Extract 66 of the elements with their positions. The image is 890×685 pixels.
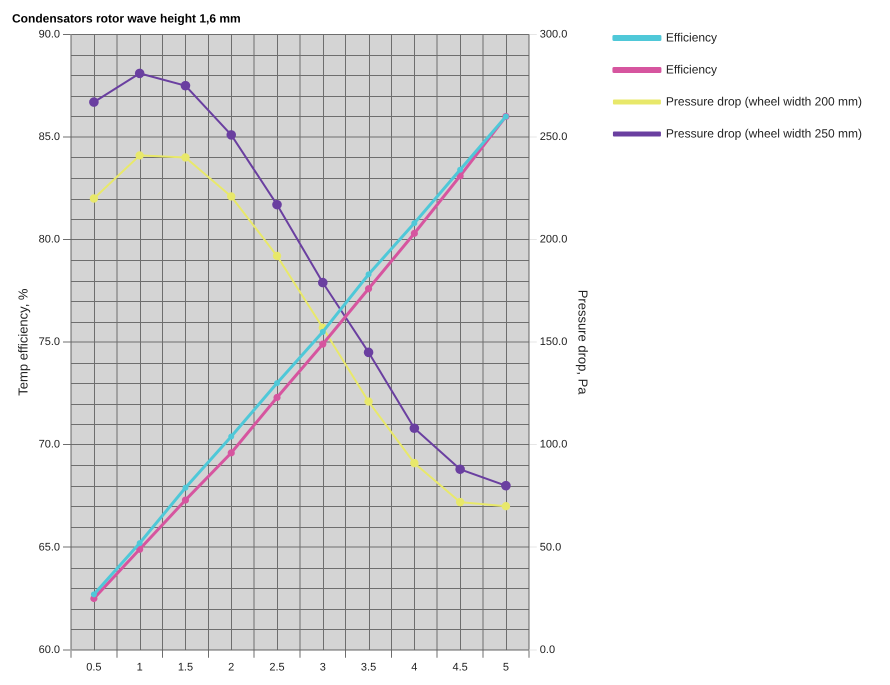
y-tick-label: 65.0 xyxy=(38,541,60,554)
point xyxy=(410,230,418,237)
point xyxy=(457,166,464,173)
x-tick-label: 3.5 xyxy=(360,661,376,674)
point xyxy=(228,449,235,456)
point xyxy=(455,464,465,474)
point xyxy=(273,394,281,402)
point xyxy=(320,328,326,335)
y-tick-label: 85.0 xyxy=(38,131,60,143)
point xyxy=(318,278,328,288)
y2-tick-label: 100.0 xyxy=(540,438,568,451)
chart-title: Condensators rotor wave height 1,6 mm xyxy=(12,12,241,26)
point xyxy=(228,433,234,440)
y-tick-label: 60.0 xyxy=(38,644,60,656)
legend-label: Efficiency xyxy=(666,30,718,44)
point xyxy=(501,480,511,490)
y2-tick-label: 250.0 xyxy=(540,131,568,143)
point xyxy=(274,380,280,386)
point xyxy=(89,97,99,107)
y-tick-label: 80.0 xyxy=(38,234,60,246)
y2-tick-label: 150.0 xyxy=(540,336,568,348)
legend-label: Efficiency xyxy=(666,62,718,76)
legend-label: Pressure drop (wheel width 200 mm) xyxy=(666,94,862,108)
x-tick-label: 3 xyxy=(320,661,326,674)
point xyxy=(364,397,373,406)
point xyxy=(319,340,326,348)
y2-tick-label: 300.0 xyxy=(540,28,568,40)
point xyxy=(182,496,190,504)
x-tick-label: 1 xyxy=(136,661,143,674)
y2-axis-title: Pressure drop, Pa xyxy=(576,290,591,396)
point xyxy=(182,484,188,491)
point xyxy=(136,546,144,553)
point xyxy=(136,540,143,546)
point xyxy=(364,348,374,358)
point xyxy=(227,192,236,201)
point xyxy=(366,271,372,278)
point xyxy=(272,200,282,210)
x-tick-label: 2.5 xyxy=(269,661,285,674)
point xyxy=(364,285,372,292)
y2-tick-label: 50.0 xyxy=(540,541,562,554)
x-tick-label: 1.5 xyxy=(178,661,194,674)
x-tick-label: 2 xyxy=(228,661,234,674)
point xyxy=(410,458,419,468)
point xyxy=(90,194,98,203)
y2-tick-label: 200.0 xyxy=(540,234,568,246)
x-tick-label: 5 xyxy=(502,661,509,674)
point xyxy=(226,130,236,140)
point xyxy=(135,151,144,160)
y-tick-label: 90.0 xyxy=(38,28,60,40)
y-axis-title: Temp efficiency, % xyxy=(15,288,30,396)
y-tick-label: 75.0 xyxy=(38,336,60,348)
x-tick-label: 4.5 xyxy=(452,661,468,674)
point xyxy=(410,423,420,434)
point xyxy=(180,80,190,90)
point xyxy=(90,591,97,598)
legend-label: Pressure drop (wheel width 250 mm) xyxy=(666,126,862,140)
point xyxy=(181,153,190,162)
point xyxy=(134,68,144,78)
point xyxy=(502,502,510,510)
y2-tick-label: 0.0 xyxy=(540,644,556,656)
y-tick-label: 70.0 xyxy=(38,438,60,451)
point xyxy=(456,498,464,506)
x-tick-label: 0.5 xyxy=(86,661,102,674)
point xyxy=(272,252,282,260)
point xyxy=(411,220,418,226)
x-tick-label: 4 xyxy=(411,661,418,674)
